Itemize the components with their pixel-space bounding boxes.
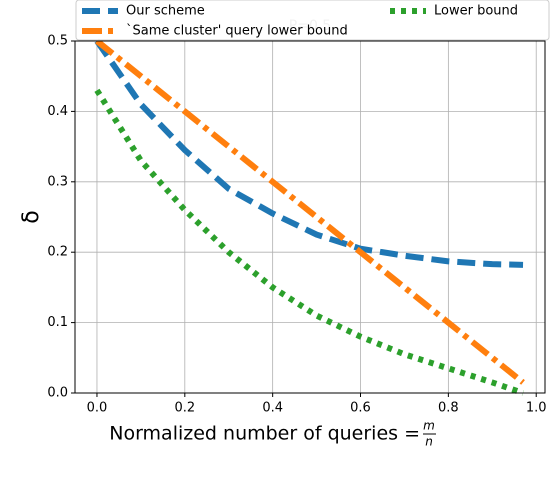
x-axis-label-num: m	[423, 419, 435, 433]
legend-label: Our scheme	[126, 4, 205, 19]
x-tick-label: 1.0	[526, 401, 547, 416]
legend-label: Lower bound	[434, 4, 518, 19]
y-tick-label: 0.0	[47, 386, 68, 401]
plot-frame	[74, 40, 546, 394]
x-tick-label: 0.6	[350, 401, 371, 416]
x-tick-label: 0.4	[262, 401, 283, 416]
y-axis-label: δ	[19, 210, 44, 223]
series-line	[95, 38, 525, 385]
series-line	[94, 88, 525, 396]
x-tick-label: 0.8	[438, 401, 459, 416]
series-line	[94, 39, 524, 268]
legend-label: `Same cluster' query lower bound	[126, 24, 348, 39]
x-axis-label-den: n	[425, 435, 433, 449]
legend-box	[75, 0, 550, 41]
y-tick-label: 0.1	[47, 315, 68, 330]
x-tick-label: 0.0	[87, 401, 108, 416]
x-axis-label: Normalized number of queries =	[109, 423, 420, 445]
y-tick-label: 0.4	[47, 104, 68, 119]
x-tick-label: 0.2	[174, 401, 195, 416]
y-tick-label: 0.3	[47, 174, 68, 189]
y-tick-label: 0.2	[47, 245, 68, 260]
y-tick-label: 0.5	[47, 34, 68, 49]
